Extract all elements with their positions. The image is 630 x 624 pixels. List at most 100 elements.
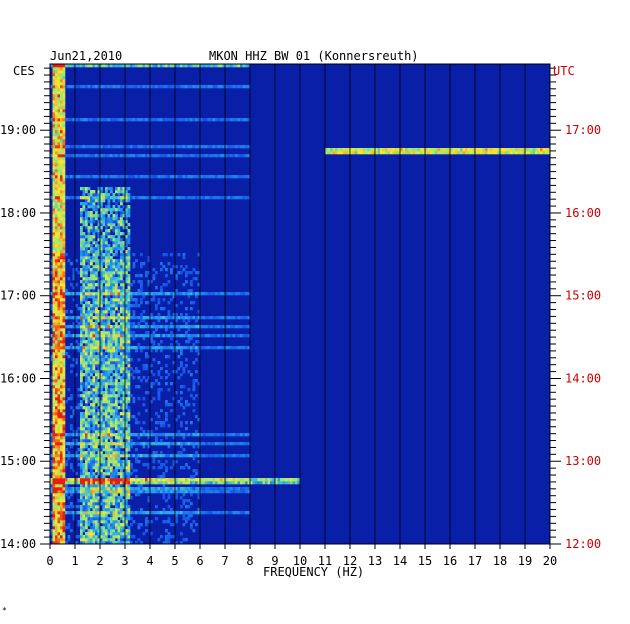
heatmap-cell bbox=[192, 388, 196, 392]
heatmap-cell bbox=[55, 370, 58, 374]
heatmap-cell bbox=[207, 487, 211, 491]
heatmap-cell bbox=[60, 253, 63, 257]
heatmap-cell bbox=[115, 541, 118, 545]
heatmap-cell bbox=[117, 277, 121, 281]
heatmap-cell bbox=[115, 460, 118, 464]
heatmap-cell bbox=[100, 259, 103, 263]
heatmap-cell bbox=[80, 349, 83, 353]
heatmap-cell bbox=[195, 295, 198, 299]
heatmap-cell bbox=[165, 466, 168, 470]
heatmap-cell bbox=[122, 283, 126, 287]
heatmap-cell bbox=[62, 286, 66, 290]
heatmap-cell bbox=[52, 247, 56, 251]
heatmap-cell bbox=[57, 469, 61, 473]
heatmap-cell bbox=[87, 199, 91, 203]
heatmap-cell bbox=[190, 490, 193, 494]
heatmap-cell bbox=[180, 373, 183, 377]
heatmap-cell bbox=[52, 88, 56, 92]
heatmap-cell bbox=[82, 217, 86, 221]
heatmap-cell bbox=[122, 421, 126, 425]
heatmap-cell bbox=[225, 454, 228, 458]
heatmap-cell bbox=[100, 118, 103, 122]
heatmap-cell bbox=[92, 424, 96, 428]
heatmap-cell bbox=[57, 526, 61, 530]
heatmap-cell bbox=[215, 487, 218, 491]
heatmap-cell bbox=[117, 346, 121, 350]
heatmap-cell bbox=[100, 355, 103, 359]
heatmap-cell bbox=[60, 397, 63, 401]
heatmap-cell bbox=[230, 64, 233, 68]
heatmap-cell bbox=[150, 334, 153, 338]
heatmap-cell bbox=[52, 538, 56, 542]
heatmap-cell bbox=[180, 349, 183, 353]
heatmap-cell bbox=[127, 193, 131, 197]
heatmap-cell bbox=[72, 412, 76, 416]
heatmap-cell bbox=[112, 340, 116, 344]
heatmap-cell bbox=[120, 403, 123, 407]
heatmap-cell bbox=[137, 118, 141, 122]
heatmap-cell bbox=[162, 265, 166, 269]
heatmap-cell bbox=[262, 481, 266, 485]
heatmap-cell bbox=[135, 448, 138, 452]
heatmap-cell bbox=[187, 433, 191, 437]
heatmap-cell bbox=[72, 469, 76, 473]
heatmap-cell bbox=[80, 253, 83, 257]
heatmap-cell bbox=[147, 478, 151, 482]
heatmap-cell bbox=[95, 229, 98, 233]
heatmap-cell bbox=[90, 220, 93, 224]
heatmap-cell bbox=[347, 148, 351, 152]
heatmap-cell bbox=[57, 229, 61, 233]
heatmap-cell bbox=[545, 148, 548, 152]
heatmap-cell bbox=[87, 385, 91, 389]
heatmap-cell bbox=[82, 511, 86, 515]
heatmap-cell bbox=[77, 511, 81, 515]
heatmap-cell bbox=[210, 334, 213, 338]
heatmap-cell bbox=[127, 538, 131, 542]
heatmap-cell bbox=[115, 412, 118, 416]
heatmap-cell bbox=[82, 175, 86, 179]
heatmap-cell bbox=[212, 154, 216, 158]
heatmap-cell bbox=[62, 421, 66, 425]
heatmap-cell bbox=[102, 484, 106, 488]
heatmap-cell bbox=[92, 334, 96, 338]
heatmap-cell bbox=[57, 313, 61, 317]
heatmap-cell bbox=[105, 190, 108, 194]
heatmap-cell bbox=[90, 280, 93, 284]
heatmap-cell bbox=[125, 514, 128, 518]
heatmap-cell bbox=[375, 151, 378, 155]
heatmap-cell bbox=[92, 298, 96, 302]
heatmap-cell bbox=[137, 487, 141, 491]
heatmap-cell bbox=[87, 238, 91, 242]
heatmap-cell bbox=[182, 490, 186, 494]
heatmap-cell bbox=[62, 424, 66, 428]
heatmap-cell bbox=[115, 286, 118, 290]
heatmap-cell bbox=[50, 517, 53, 521]
heatmap-cell bbox=[112, 502, 116, 506]
heatmap-cell bbox=[60, 139, 63, 143]
heatmap-cell bbox=[60, 448, 63, 452]
heatmap-cell bbox=[127, 394, 131, 398]
heatmap-cell bbox=[55, 259, 58, 263]
heatmap-cell bbox=[70, 394, 73, 398]
heatmap-cell bbox=[172, 361, 176, 365]
heatmap-cell bbox=[60, 274, 63, 278]
heatmap-cell bbox=[120, 484, 123, 488]
heatmap-cell bbox=[125, 346, 128, 350]
heatmap-cell bbox=[217, 154, 221, 158]
heatmap-cell bbox=[92, 358, 96, 362]
heatmap-cell bbox=[112, 454, 116, 458]
heatmap-cell bbox=[137, 304, 141, 308]
heatmap-cell bbox=[230, 85, 233, 89]
heatmap-cell bbox=[237, 175, 241, 179]
heatmap-cell bbox=[242, 154, 246, 158]
heatmap-cell bbox=[105, 424, 108, 428]
heatmap-cell bbox=[105, 382, 108, 386]
heatmap-cell bbox=[175, 541, 178, 545]
heatmap-cell bbox=[97, 400, 101, 404]
heatmap-cell bbox=[62, 178, 66, 182]
heatmap-cell bbox=[122, 331, 126, 335]
heatmap-cell bbox=[172, 265, 176, 269]
heatmap-cell bbox=[125, 520, 128, 524]
heatmap-cell bbox=[102, 526, 106, 530]
heatmap-cell bbox=[67, 397, 71, 401]
